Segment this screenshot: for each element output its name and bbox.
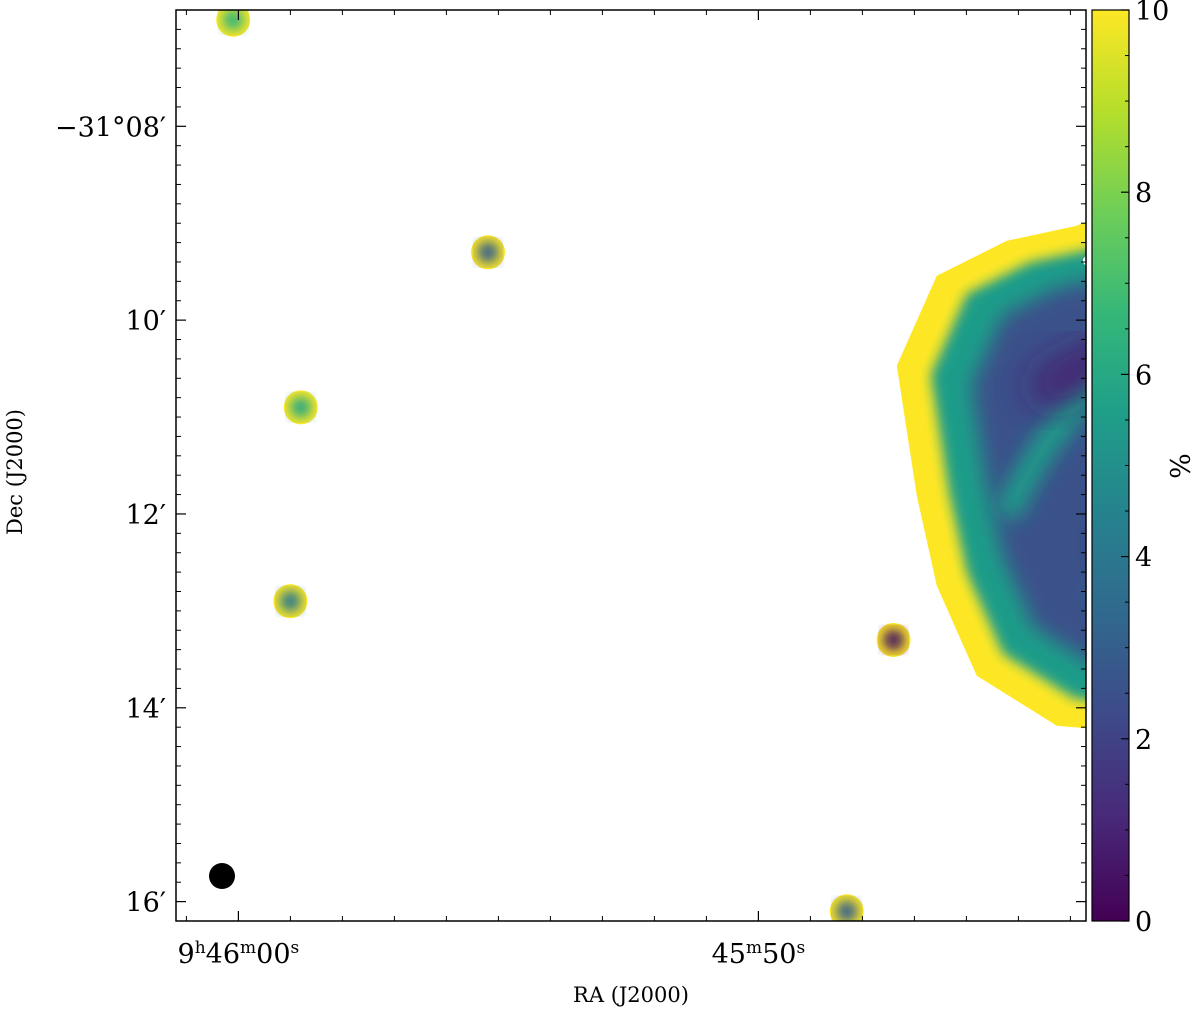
point-source (882, 628, 905, 651)
x-axis-title: RA (J2000) (573, 983, 689, 1007)
y-tick-label: 16′ (126, 888, 167, 919)
colorbar-ticks: 0 2 4 6 8 10 (1121, 0, 1169, 938)
y-tick-label: 10′ (126, 306, 167, 337)
colorbar-title: % (1166, 453, 1197, 479)
point-source (289, 396, 312, 419)
colorbar-tick-label: 4 (1135, 543, 1152, 574)
low-pol-lane-north (1026, 346, 1086, 411)
point-source (835, 900, 858, 921)
colorbar-tick-label: 0 (1135, 907, 1152, 938)
beam-ellipse (209, 863, 235, 889)
y-axis-title: Dec (J2000) (3, 409, 27, 535)
galaxy-emission (896, 221, 1086, 729)
point-source (222, 10, 245, 31)
polarization-map (176, 10, 1086, 921)
y-tick-label: 12′ (126, 500, 167, 531)
blank-hole (1082, 256, 1086, 266)
spiral-arm-north (994, 380, 1086, 522)
x-tick-label: 9h46m00s (178, 938, 300, 970)
point-source (279, 590, 302, 613)
point-sources (216, 10, 911, 921)
colorbar-tick-label: 10 (1135, 0, 1169, 27)
y-tick-label: −31°08′ (55, 112, 166, 143)
y-tick-label: 14′ (126, 694, 167, 725)
point-source (477, 241, 499, 264)
plot-frame (175, 9, 1087, 922)
colorbar (1091, 9, 1130, 922)
y-axis-ticks: −31°08′ 10′ 12′ 14′ 16′ (55, 28, 1086, 919)
colorbar-tick-label: 2 (1135, 725, 1152, 756)
x-tick-label: 45m50s (712, 938, 806, 970)
colorbar-tick-label: 6 (1135, 360, 1152, 391)
colorbar-tick-label: 8 (1135, 178, 1152, 209)
x-axis-ticks: 9h46m00s45m50s40s30s20s (178, 10, 1071, 970)
beam-marker (209, 863, 235, 889)
